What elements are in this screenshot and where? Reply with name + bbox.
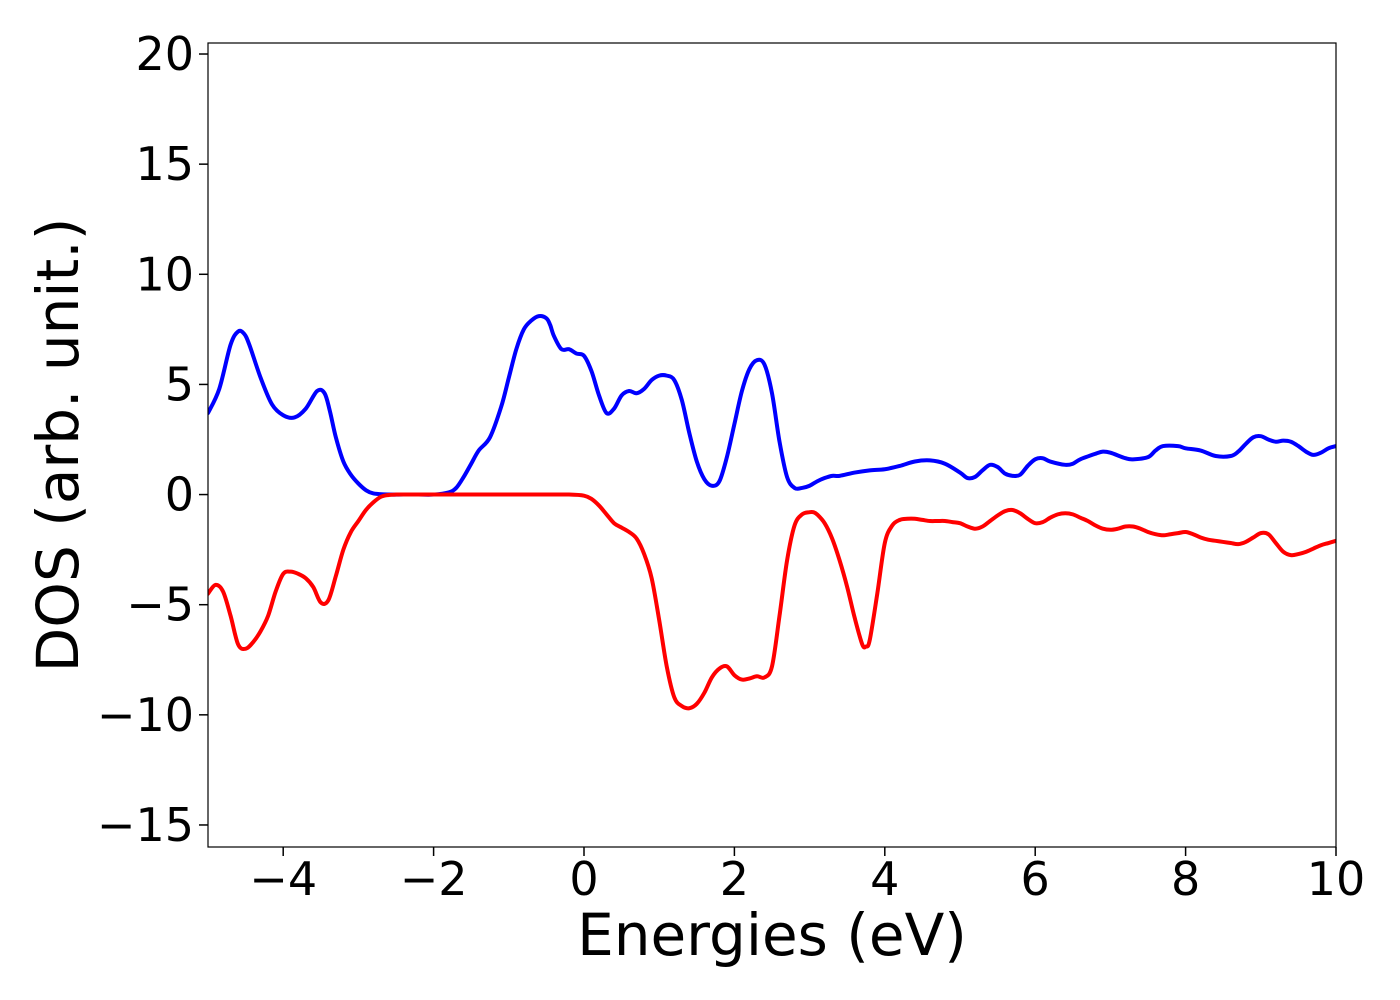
x-tick-label: −4: [249, 852, 317, 906]
x-tick-label: 10: [1307, 852, 1366, 906]
x-tick-label: 6: [1021, 852, 1050, 906]
y-tick-label: 15: [135, 137, 194, 191]
x-tick-label: 0: [569, 852, 598, 906]
series-line-2: [208, 492, 1336, 711]
y-tick-label: −10: [97, 688, 194, 742]
x-tick-label: 2: [720, 852, 749, 906]
y-axis-title: DOS (arb. unit.): [24, 218, 92, 673]
y-tick-label: −15: [97, 798, 194, 852]
y-axis: −15 −10 −5 0 5 10 15 20: [97, 27, 208, 852]
x-tick-label: −2: [400, 852, 468, 906]
x-axis-title: Energies (eV): [577, 901, 967, 969]
x-axis: −4 −2 0 2 4 6 8 10: [249, 847, 1365, 906]
y-tick-label: 0: [165, 468, 194, 522]
plot-frame: [207, 42, 1337, 848]
x-tick-label: 8: [1171, 852, 1200, 906]
y-tick-label: 5: [165, 357, 194, 411]
y-tick-label: 10: [135, 247, 194, 301]
y-tick-label: −5: [126, 578, 194, 632]
series-line-1: [208, 314, 1336, 497]
x-tick-label: 4: [870, 852, 899, 906]
y-tick-label: 20: [135, 27, 194, 81]
series-layer: [208, 314, 1336, 711]
